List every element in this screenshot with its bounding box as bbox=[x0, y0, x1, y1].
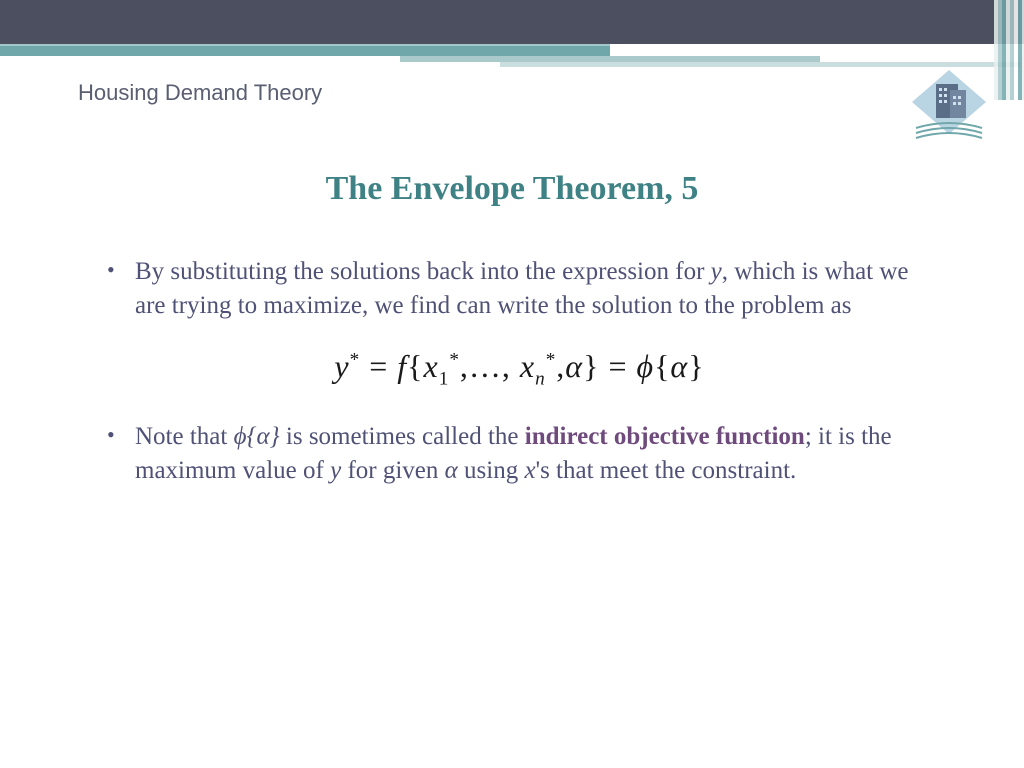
eq-brace-close: } bbox=[583, 348, 599, 384]
bullet-2-mid4: using bbox=[458, 457, 525, 484]
bullet-2-mid1: is sometimes called the bbox=[280, 423, 525, 450]
eq-x1: x bbox=[424, 348, 439, 384]
eq-eq1: = bbox=[360, 348, 397, 384]
bullet-2-var-a: α bbox=[445, 457, 458, 484]
eq-dots: ,…, bbox=[460, 348, 520, 384]
accent-band-primary bbox=[0, 44, 610, 56]
eq-x1-sub: 1 bbox=[439, 368, 450, 389]
eq-y-star: * bbox=[350, 349, 361, 370]
eq-alpha2: α bbox=[670, 348, 688, 384]
bullet-2-var-y: y bbox=[330, 457, 341, 484]
content-area: By substituting the solutions back into … bbox=[105, 255, 934, 509]
eq-brace-open: { bbox=[407, 348, 423, 384]
eq-brace-close2: } bbox=[688, 348, 704, 384]
eq-alpha: α bbox=[565, 348, 583, 384]
bullet-2-mid3: for given bbox=[341, 457, 444, 484]
slide-title: The Envelope Theorem, 5 bbox=[0, 170, 1024, 208]
bullet-1-var-y: y bbox=[711, 258, 722, 285]
bullet-1: By substituting the solutions back into … bbox=[105, 255, 934, 323]
breadcrumb: Housing Demand Theory bbox=[78, 80, 322, 106]
equation: y* = f{x1*,…, xn*,α} = ϕ{α} bbox=[105, 345, 934, 392]
bullet-2-post: 's that meet the constraint. bbox=[536, 457, 797, 484]
eq-brace-open2: { bbox=[654, 348, 670, 384]
eq-f: f bbox=[397, 348, 407, 384]
bullet-1-pre: By substituting the solutions back into … bbox=[135, 258, 711, 285]
eq-alpha-sep: , bbox=[556, 348, 565, 384]
right-stripe-decor bbox=[994, 0, 1024, 100]
bullet-2-var-x: x bbox=[524, 457, 535, 484]
eq-y: y bbox=[334, 348, 349, 384]
eq-phi: ϕ bbox=[637, 348, 655, 384]
bullet-2-phi: ϕ{α} bbox=[234, 423, 280, 450]
eq-xn-sub: n bbox=[535, 368, 546, 389]
top-band bbox=[0, 0, 1024, 44]
eq-eq2: = bbox=[599, 348, 636, 384]
eq-xn-sup: * bbox=[546, 349, 557, 370]
eq-xn: x bbox=[520, 348, 535, 384]
eq-x1-sup: * bbox=[449, 349, 460, 370]
building-logo-icon bbox=[906, 66, 992, 146]
bullet-2-highlight: indirect objective function bbox=[525, 423, 805, 450]
bullet-2-pre: Note that bbox=[135, 423, 234, 450]
bullet-2: Note that ϕ{α} is sometimes called the i… bbox=[105, 420, 934, 488]
